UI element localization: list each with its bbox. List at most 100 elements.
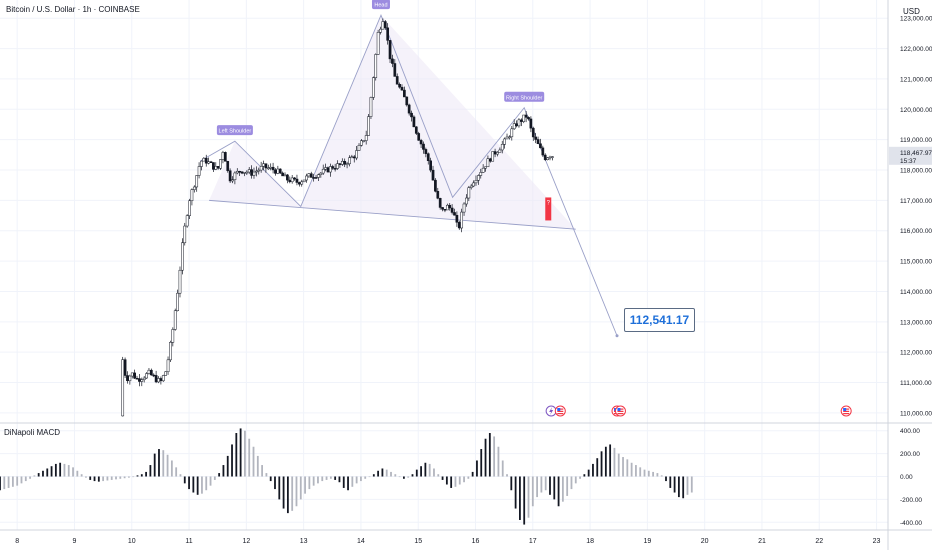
macd-bar bbox=[450, 476, 453, 488]
candle-body bbox=[539, 143, 542, 149]
x-tick-label: 13 bbox=[300, 538, 308, 545]
candle-body bbox=[486, 158, 490, 168]
symbol-title[interactable]: Bitcoin / U.S. Dollar · 1h · COINBASE bbox=[6, 5, 140, 14]
candle-body bbox=[391, 58, 394, 64]
macd-bar bbox=[239, 428, 242, 477]
y-tick-label: 121,000.00 bbox=[900, 76, 932, 83]
candle-body bbox=[355, 150, 358, 159]
candle-body bbox=[522, 114, 526, 122]
candle-body bbox=[157, 378, 160, 383]
candle-body bbox=[274, 169, 277, 174]
macd-bar bbox=[192, 476, 195, 493]
macd-bar bbox=[119, 476, 122, 479]
currency-label[interactable]: USD bbox=[903, 7, 920, 16]
macd-bar bbox=[441, 476, 444, 480]
macd-bar bbox=[381, 468, 384, 477]
macd-bar bbox=[213, 476, 216, 480]
candle-body bbox=[414, 126, 418, 134]
candle-body bbox=[178, 269, 182, 294]
event-markers[interactable]: ? bbox=[545, 197, 852, 417]
macd-bar bbox=[24, 476, 27, 482]
macd-bar bbox=[7, 476, 10, 488]
x-tick-label: 16 bbox=[472, 538, 480, 545]
flag-stripe bbox=[617, 413, 624, 415]
candle-body bbox=[228, 170, 232, 182]
macd-bar bbox=[265, 473, 268, 477]
candle-body bbox=[479, 172, 483, 176]
candle-body bbox=[190, 189, 194, 202]
macd-bar bbox=[527, 476, 530, 518]
macd-bar bbox=[402, 476, 405, 479]
macd-bar bbox=[514, 476, 517, 509]
macd-bar bbox=[282, 476, 285, 509]
x-tick-label: 19 bbox=[643, 538, 651, 545]
macd-bar bbox=[445, 476, 448, 485]
macd-bar bbox=[364, 476, 367, 479]
macd-bar bbox=[673, 476, 676, 493]
candle-body bbox=[257, 169, 261, 172]
candle-body bbox=[374, 54, 378, 78]
candle-body bbox=[123, 359, 127, 376]
candle-body bbox=[412, 116, 416, 128]
candle-body bbox=[204, 158, 208, 164]
flag-stripe bbox=[617, 410, 624, 412]
macd-bar bbox=[76, 470, 79, 477]
macd-bar bbox=[677, 476, 680, 498]
macd-bar bbox=[338, 476, 341, 483]
candle-body bbox=[202, 158, 206, 162]
macd-bar bbox=[622, 457, 624, 477]
question-badge: ? bbox=[547, 200, 551, 206]
macd-bar bbox=[437, 474, 440, 477]
candle-body bbox=[410, 112, 413, 118]
candle-body bbox=[161, 375, 165, 382]
macd-bar bbox=[201, 476, 203, 494]
candle-body bbox=[352, 156, 356, 159]
candle-body bbox=[192, 186, 196, 190]
candle-body bbox=[200, 160, 203, 167]
macd-bar bbox=[110, 476, 113, 480]
macd-bar bbox=[635, 465, 637, 477]
macd-tick-label: 0.00 bbox=[900, 474, 913, 481]
candle-body bbox=[400, 86, 404, 91]
macd-bar bbox=[643, 469, 646, 477]
x-tick-label: 23 bbox=[873, 538, 881, 545]
candle-body bbox=[293, 177, 296, 180]
macd-bar bbox=[583, 474, 586, 477]
macd-bar bbox=[407, 476, 410, 478]
candle-body bbox=[398, 84, 401, 88]
candle-series bbox=[121, 18, 554, 417]
x-tick-label: 8 bbox=[15, 538, 19, 545]
candle-body bbox=[176, 292, 179, 312]
macd-bar bbox=[252, 446, 255, 477]
macd-indicator-title[interactable]: DiNapoli MACD bbox=[4, 428, 61, 437]
macd-bar bbox=[29, 476, 31, 479]
macd-bar bbox=[510, 476, 513, 491]
candle-body bbox=[219, 159, 222, 169]
candle-body bbox=[255, 170, 258, 173]
macd-bar bbox=[600, 451, 603, 477]
candle-body bbox=[465, 197, 468, 205]
candle-body bbox=[276, 168, 280, 174]
head-and-shoulders-pattern[interactable] bbox=[200, 13, 619, 338]
candle-body bbox=[307, 173, 311, 177]
candle-body bbox=[455, 214, 459, 223]
macd-bar bbox=[390, 471, 392, 477]
candle-body bbox=[393, 63, 397, 77]
candle-body bbox=[371, 77, 375, 98]
left-shoulder-label: Left Shoulder bbox=[219, 129, 252, 135]
macd-bar bbox=[166, 454, 169, 477]
candle-body bbox=[453, 212, 456, 216]
candle-body bbox=[309, 173, 313, 178]
macd-bar bbox=[587, 469, 590, 477]
macd-bar bbox=[613, 447, 616, 477]
macd-bar bbox=[523, 476, 526, 525]
macd-bar bbox=[3, 476, 6, 490]
macd-bar bbox=[278, 476, 281, 500]
candle-body bbox=[262, 163, 265, 167]
macd-bar bbox=[617, 453, 620, 477]
macd-bar bbox=[209, 476, 212, 486]
macd-bar bbox=[454, 476, 457, 487]
candle-body bbox=[422, 143, 425, 150]
target-price-callout[interactable]: 112,541.17 bbox=[624, 308, 695, 332]
